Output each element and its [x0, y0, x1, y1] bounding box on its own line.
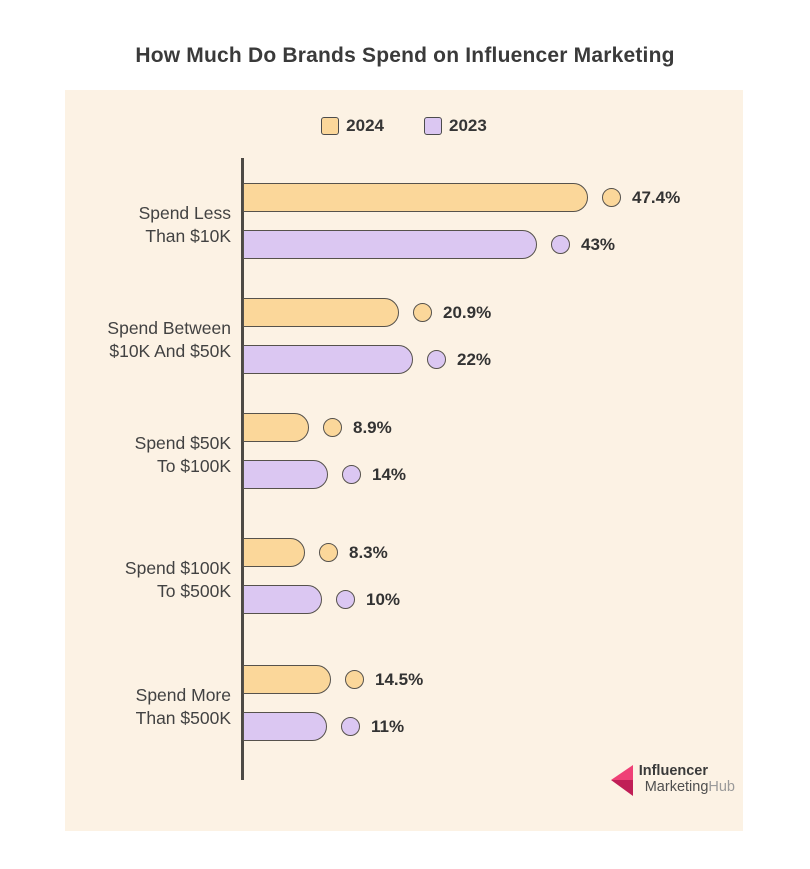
logo-marketing: Marketing: [644, 779, 709, 795]
logo-line2: MarketingHub: [639, 779, 735, 795]
value-marker-2024: [413, 303, 432, 322]
category-label-line: Than $500K: [135, 708, 231, 728]
chart-panel: 2024 2023 Spend Less Than $10K 47.4% 43% Spen…: [65, 90, 743, 831]
category-label-line: Spend Less: [138, 202, 231, 223]
y-axis-line: [241, 158, 244, 780]
bar-2023: [243, 345, 413, 374]
legend: 2024 2023: [65, 116, 743, 136]
category-label: Spend $100K To $500K: [65, 542, 231, 618]
brand-logo: Influencer MarketingHub: [610, 763, 735, 797]
bar-2024: [243, 413, 309, 442]
legend-swatch-2024: [321, 117, 340, 135]
bar-2023: [243, 712, 327, 741]
bar-2024: [243, 183, 588, 212]
value-marker-2023: [342, 465, 361, 484]
value-marker-2023: [427, 350, 446, 369]
bar-row-2023: 43%: [243, 230, 615, 259]
legend-label: 2023: [449, 116, 487, 135]
bar-row-2024: 47.4%: [243, 183, 680, 212]
value-label: 22%: [457, 349, 492, 369]
value-marker-2024: [323, 418, 342, 437]
value-label: 43%: [581, 234, 616, 254]
category-label: Spend $50K To $100K: [65, 417, 231, 493]
category-label-line: To $500K: [157, 581, 231, 601]
bar-row-2023: 14%: [243, 460, 406, 489]
legend-item-2023: 2023: [424, 116, 487, 136]
legend-label: 2024: [346, 116, 384, 135]
bar-2023: [243, 460, 328, 489]
logo-text: Influencer MarketingHub: [638, 763, 735, 796]
bar-2024: [243, 298, 399, 327]
bar-2024: [243, 538, 305, 567]
value-marker-2024: [345, 670, 364, 689]
value-label: 14%: [372, 464, 407, 484]
category-label-line: To $100K: [157, 456, 231, 476]
value-marker-2024: [602, 188, 621, 207]
value-label: 20.9%: [443, 302, 492, 322]
legend-item-2024: 2024: [321, 116, 384, 136]
category-label-line: Spend Between: [107, 317, 231, 338]
bar-2023: [243, 230, 537, 259]
value-label: 8.9%: [353, 417, 392, 437]
value-marker-2023: [336, 590, 355, 609]
bar-row-2024: 14.5%: [243, 665, 423, 694]
logo-line1: Influencer: [638, 763, 709, 779]
bar-row-2023: 10%: [243, 585, 400, 614]
logo-hub: Hub: [708, 779, 735, 795]
category-label-line: Spend More: [135, 684, 231, 705]
bar-row-2024: 20.9%: [243, 298, 491, 327]
value-label: 10%: [366, 589, 401, 609]
bar-row-2023: 11%: [243, 712, 404, 741]
bar-2023: [243, 585, 322, 614]
bar-row-2024: 8.9%: [243, 413, 392, 442]
category-label: Spend Between $10K And $50K: [65, 302, 231, 378]
value-marker-2023: [341, 717, 360, 736]
category-label-line: Than $10K: [145, 226, 231, 246]
category-label-line: $10K And $50K: [109, 341, 231, 361]
logo-arrow-icon: [610, 765, 633, 796]
chart-title: How Much Do Brands Spend on Influencer M…: [135, 44, 675, 67]
bar-2024: [243, 665, 331, 694]
category-label-line: Spend $50K: [134, 432, 231, 453]
value-marker-2023: [551, 235, 570, 254]
bar-row-2024: 8.3%: [243, 538, 388, 567]
value-label: 11%: [371, 716, 405, 736]
category-label: Spend Less Than $10K: [65, 187, 231, 263]
value-label: 14.5%: [375, 669, 424, 689]
value-label: 8.3%: [349, 542, 388, 562]
value-marker-2024: [319, 543, 338, 562]
bar-row-2023: 22%: [243, 345, 491, 374]
category-label-line: Spend $100K: [124, 557, 231, 578]
category-label: Spend More Than $500K: [65, 669, 231, 745]
value-label: 47.4%: [632, 187, 681, 207]
legend-swatch-2023: [424, 117, 442, 135]
